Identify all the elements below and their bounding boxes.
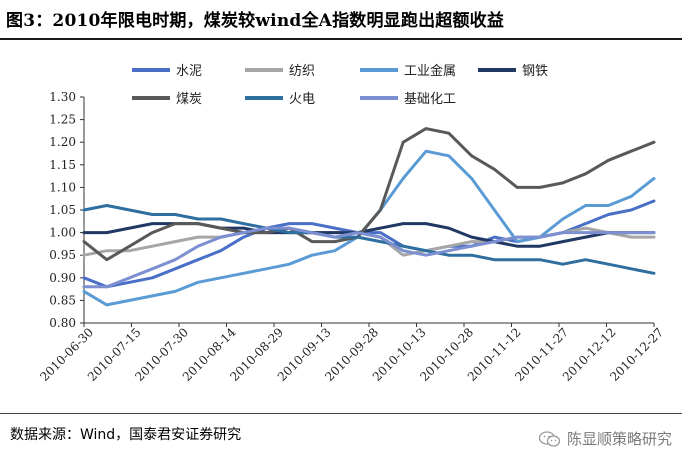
series-line-工业金属 xyxy=(82,149,656,307)
y-tick-label: 1.00 xyxy=(49,226,76,240)
y-tick-label: 0.85 xyxy=(49,293,76,307)
legend-label: 基础化工 xyxy=(404,92,456,107)
legend-label: 水泥 xyxy=(176,64,202,79)
y-tick-label: 0.90 xyxy=(49,271,76,285)
y-tick-label: 0.95 xyxy=(49,248,76,262)
footer-rule xyxy=(0,413,682,414)
y-tick-label: 1.10 xyxy=(49,180,76,194)
legend-item-纺织: 纺织 xyxy=(245,64,315,79)
legend-label: 钢铁 xyxy=(522,64,548,79)
series-line-基础化工 xyxy=(82,226,656,289)
watermark-text: 陈显顺策略研究 xyxy=(566,430,672,448)
wechat-icon xyxy=(538,430,561,447)
legend-label: 煤炭 xyxy=(176,92,202,107)
y-tick-label: 1.25 xyxy=(49,113,76,127)
title-rule xyxy=(0,38,682,40)
series-line-煤炭 xyxy=(82,127,656,262)
figure-title: 图3：2010年限电时期，煤炭较wind全A指数明显跑出超额收益 xyxy=(6,11,505,31)
legend-item-水泥: 水泥 xyxy=(132,64,202,79)
series-layer xyxy=(82,127,656,307)
legend-item-钢铁: 钢铁 xyxy=(478,64,548,79)
legend-label: 工业金属 xyxy=(404,63,456,79)
legend-item-基础化工: 基础化工 xyxy=(360,92,456,107)
y-tick-label: 1.05 xyxy=(49,203,76,217)
y-tick-label: 1.20 xyxy=(49,135,76,149)
y-tick-label: 1.30 xyxy=(49,90,76,104)
legend-item-火电: 火电 xyxy=(245,92,315,107)
source-note: 数据来源：Wind，国泰君安证券研究 xyxy=(10,427,242,443)
legend-label: 纺织 xyxy=(289,64,315,79)
y-tick-label: 1.15 xyxy=(49,158,76,172)
legend-item-煤炭: 煤炭 xyxy=(132,92,202,107)
legend-label: 火电 xyxy=(289,92,315,107)
y-tick-label: 0.80 xyxy=(49,316,76,330)
watermark: 陈显顺策略研究 xyxy=(538,428,672,449)
series-line-火电 xyxy=(82,204,656,275)
legend-item-工业金属: 工业金属 xyxy=(360,63,456,79)
